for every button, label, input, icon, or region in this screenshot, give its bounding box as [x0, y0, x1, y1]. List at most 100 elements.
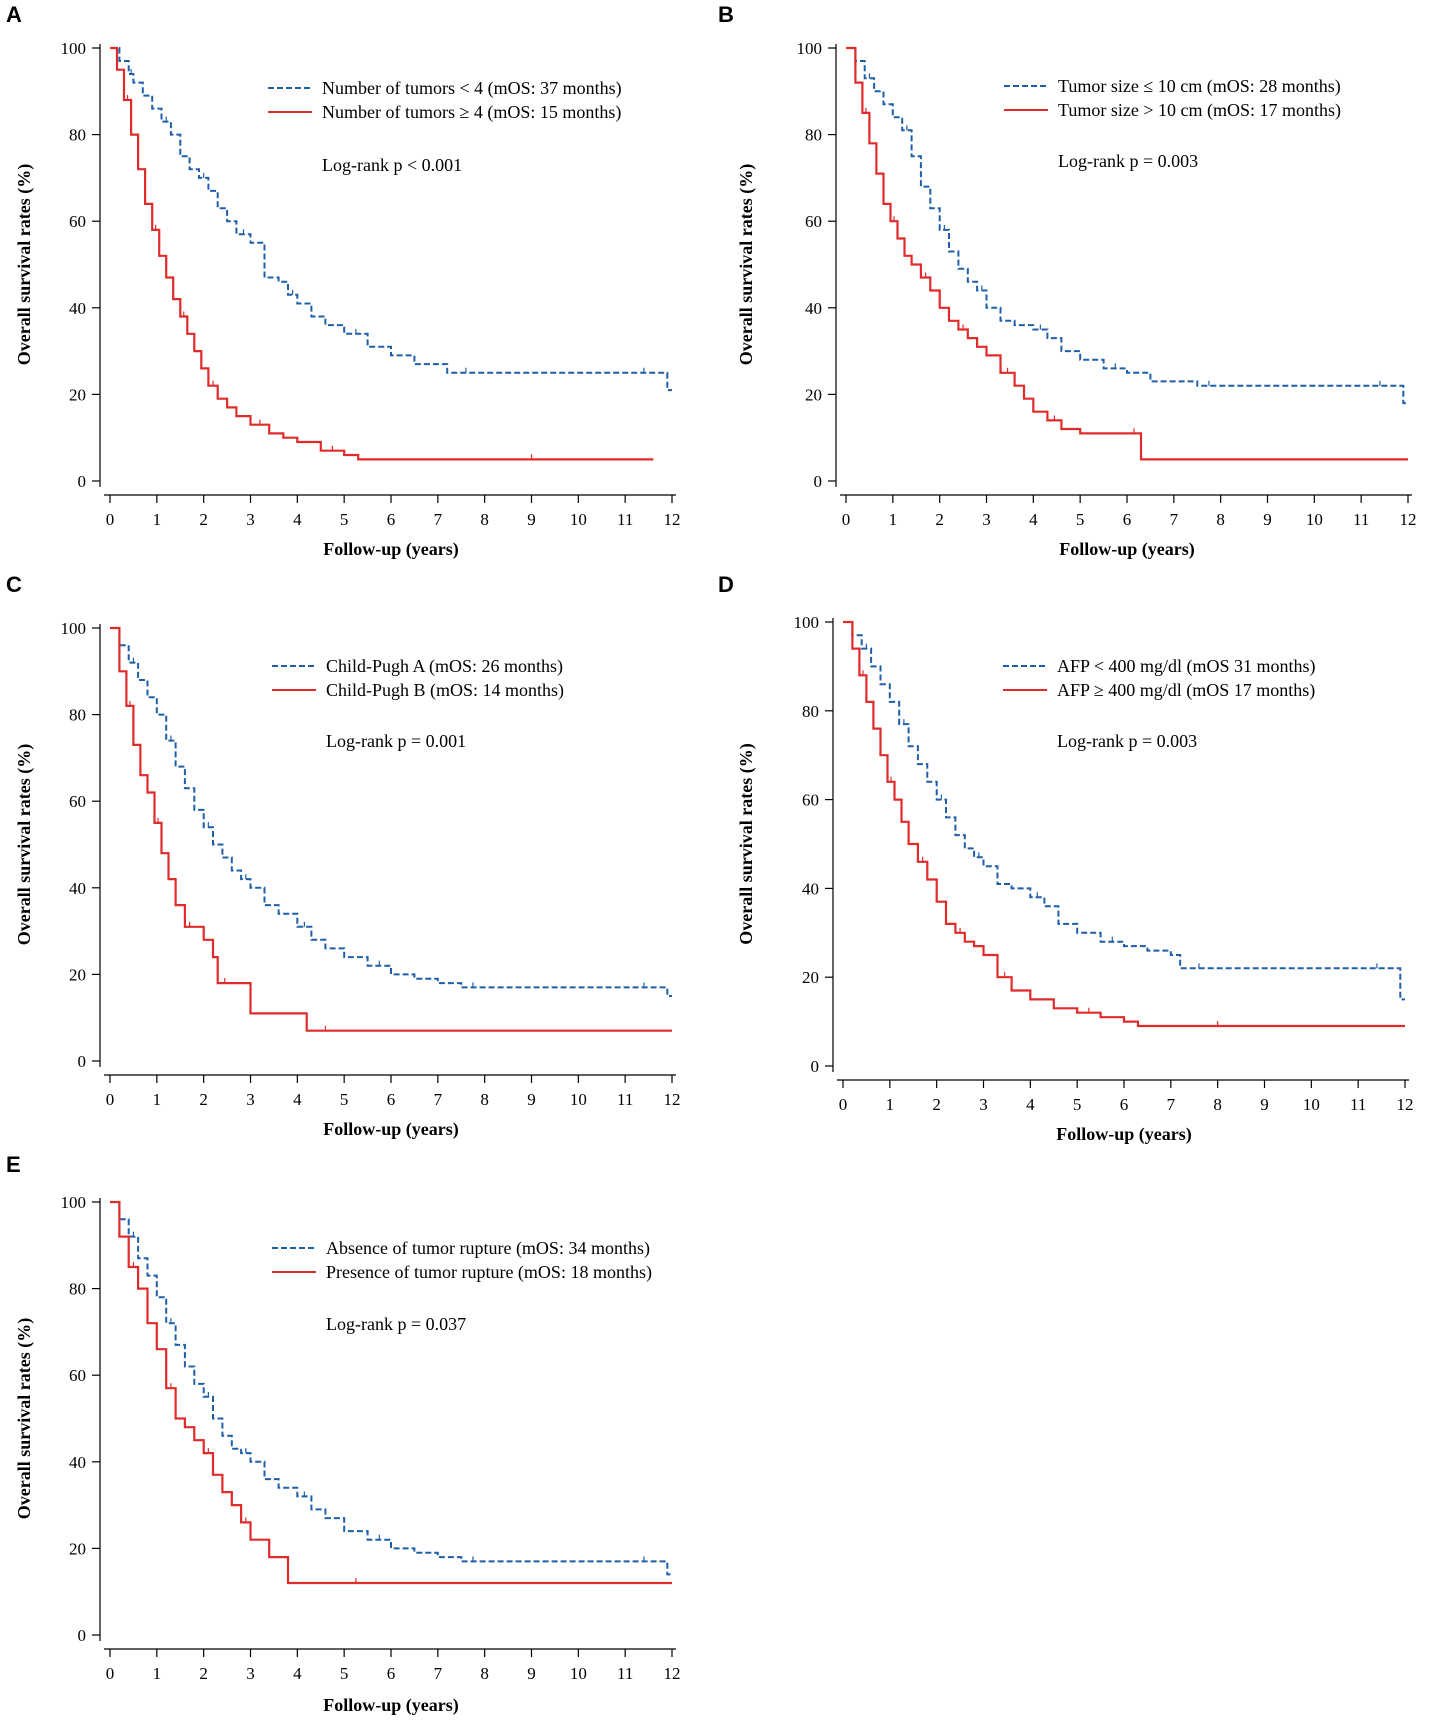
x-tick-label: 0 — [106, 510, 115, 529]
x-tick-label: 12 — [1400, 510, 1417, 529]
panel-letter: A — [6, 2, 22, 27]
series-line-2 — [110, 626, 672, 1032]
x-tick-label: 7 — [1167, 1095, 1176, 1114]
series-line-2 — [110, 46, 654, 461]
x-tick-label: 3 — [246, 510, 255, 529]
x-tick-label: 4 — [1026, 1095, 1035, 1114]
y-tick-label: 100 — [797, 39, 823, 58]
x-axis-title: Follow-up (years) — [323, 539, 458, 560]
series-line-2 — [846, 46, 1408, 461]
x-tick-label: 10 — [1303, 1095, 1320, 1114]
x-tick-label: 12 — [664, 1090, 681, 1109]
x-tick-label: 3 — [246, 1090, 255, 1109]
x-tick-label: 7 — [434, 1090, 443, 1109]
x-tick-label: 12 — [664, 1664, 681, 1683]
x-tick-label: 3 — [246, 1664, 255, 1683]
x-axis-title: Follow-up (years) — [323, 1119, 458, 1140]
panel-letter: E — [6, 1152, 21, 1177]
x-tick-label: 11 — [617, 510, 633, 529]
x-tick-label: 11 — [617, 1090, 633, 1109]
x-tick-label: 2 — [199, 1664, 208, 1683]
x-tick-label: 8 — [1213, 1095, 1222, 1114]
x-tick-label: 10 — [570, 1090, 587, 1109]
y-tick-label: 60 — [69, 1366, 86, 1385]
legend-label-1: AFP < 400 mg/dl (mOS 31 months) — [1057, 656, 1316, 677]
x-tick-label: 11 — [617, 1664, 633, 1683]
y-axis-title: Overall survival rates (%) — [736, 743, 757, 944]
y-tick-label: 40 — [69, 299, 86, 318]
x-tick-label: 9 — [527, 1664, 536, 1683]
y-tick-label: 0 — [78, 472, 87, 491]
series-line-2 — [110, 1200, 672, 1585]
y-tick-label: 40 — [805, 299, 822, 318]
y-tick-label: 20 — [69, 1539, 86, 1558]
y-tick-label: 80 — [69, 1280, 86, 1299]
x-tick-label: 5 — [1073, 1095, 1082, 1114]
y-tick-label: 80 — [802, 702, 819, 721]
y-tick-label: 0 — [78, 1052, 87, 1071]
legend-label-1: Absence of tumor rupture (mOS: 34 months… — [326, 1238, 650, 1259]
panel-letter: C — [6, 572, 22, 597]
x-tick-label: 3 — [982, 510, 991, 529]
x-tick-label: 10 — [570, 510, 587, 529]
x-tick-label: 2 — [199, 1090, 208, 1109]
y-axis-title: Overall survival rates (%) — [14, 744, 35, 945]
x-tick-label: 8 — [480, 510, 489, 529]
x-tick-label: 12 — [664, 510, 681, 529]
x-tick-label: 1 — [153, 1664, 162, 1683]
y-tick-label: 100 — [61, 1193, 87, 1212]
series-line-2 — [843, 620, 1405, 1028]
x-tick-label: 4 — [293, 1664, 302, 1683]
log-rank-annotation: Log-rank p = 0.003 — [1058, 151, 1198, 171]
y-tick-label: 100 — [61, 619, 87, 638]
log-rank-annotation: Log-rank p = 0.003 — [1057, 731, 1197, 751]
x-tick-label: 9 — [527, 1090, 536, 1109]
series-line-1 — [846, 47, 1408, 405]
x-tick-label: 5 — [340, 1664, 349, 1683]
y-axis-title: Overall survival rates (%) — [14, 1318, 35, 1519]
x-tick-label: 4 — [293, 1090, 302, 1109]
y-axis-title: Overall survival rates (%) — [14, 164, 35, 365]
y-tick-label: 40 — [69, 1453, 86, 1472]
y-tick-label: 60 — [802, 791, 819, 810]
legend-label-2: Child-Pugh B (mOS: 14 months) — [326, 680, 564, 701]
legend-label-1: Child-Pugh A (mOS: 26 months) — [326, 656, 563, 677]
panel-letter: D — [718, 572, 734, 597]
panel-letter: B — [718, 2, 734, 27]
x-axis-title: Follow-up (years) — [1056, 1124, 1191, 1145]
x-tick-label: 8 — [1216, 510, 1225, 529]
y-tick-label: 0 — [811, 1057, 820, 1076]
legend-label-2: AFP ≥ 400 mg/dl (mOS 17 months) — [1057, 680, 1315, 701]
x-tick-label: 7 — [1170, 510, 1179, 529]
x-tick-label: 0 — [106, 1664, 115, 1683]
x-tick-label: 9 — [1263, 510, 1272, 529]
series-line-1 — [843, 621, 1405, 1001]
x-tick-label: 6 — [387, 1664, 396, 1683]
log-rank-annotation: Log-rank p = 0.037 — [326, 1314, 466, 1334]
x-tick-label: 2 — [932, 1095, 941, 1114]
x-tick-label: 7 — [434, 1664, 443, 1683]
x-tick-label: 11 — [1350, 1095, 1366, 1114]
y-tick-label: 80 — [805, 126, 822, 145]
y-tick-label: 60 — [805, 212, 822, 231]
x-tick-label: 2 — [199, 510, 208, 529]
y-tick-label: 80 — [69, 706, 86, 725]
y-tick-label: 60 — [69, 212, 86, 231]
y-tick-label: 100 — [794, 613, 820, 632]
x-tick-label: 1 — [889, 510, 898, 529]
x-tick-label: 10 — [1306, 510, 1323, 529]
legend-label-1: Tumor size ≤ 10 cm (mOS: 28 months) — [1058, 76, 1341, 97]
x-tick-label: 2 — [935, 510, 944, 529]
y-tick-label: 0 — [814, 472, 823, 491]
x-tick-label: 4 — [293, 510, 302, 529]
x-tick-label: 9 — [1260, 1095, 1269, 1114]
x-tick-label: 7 — [434, 510, 443, 529]
x-tick-label: 1 — [153, 1090, 162, 1109]
y-tick-label: 100 — [61, 39, 87, 58]
x-tick-label: 10 — [570, 1664, 587, 1683]
x-axis-title: Follow-up (years) — [323, 1695, 458, 1716]
